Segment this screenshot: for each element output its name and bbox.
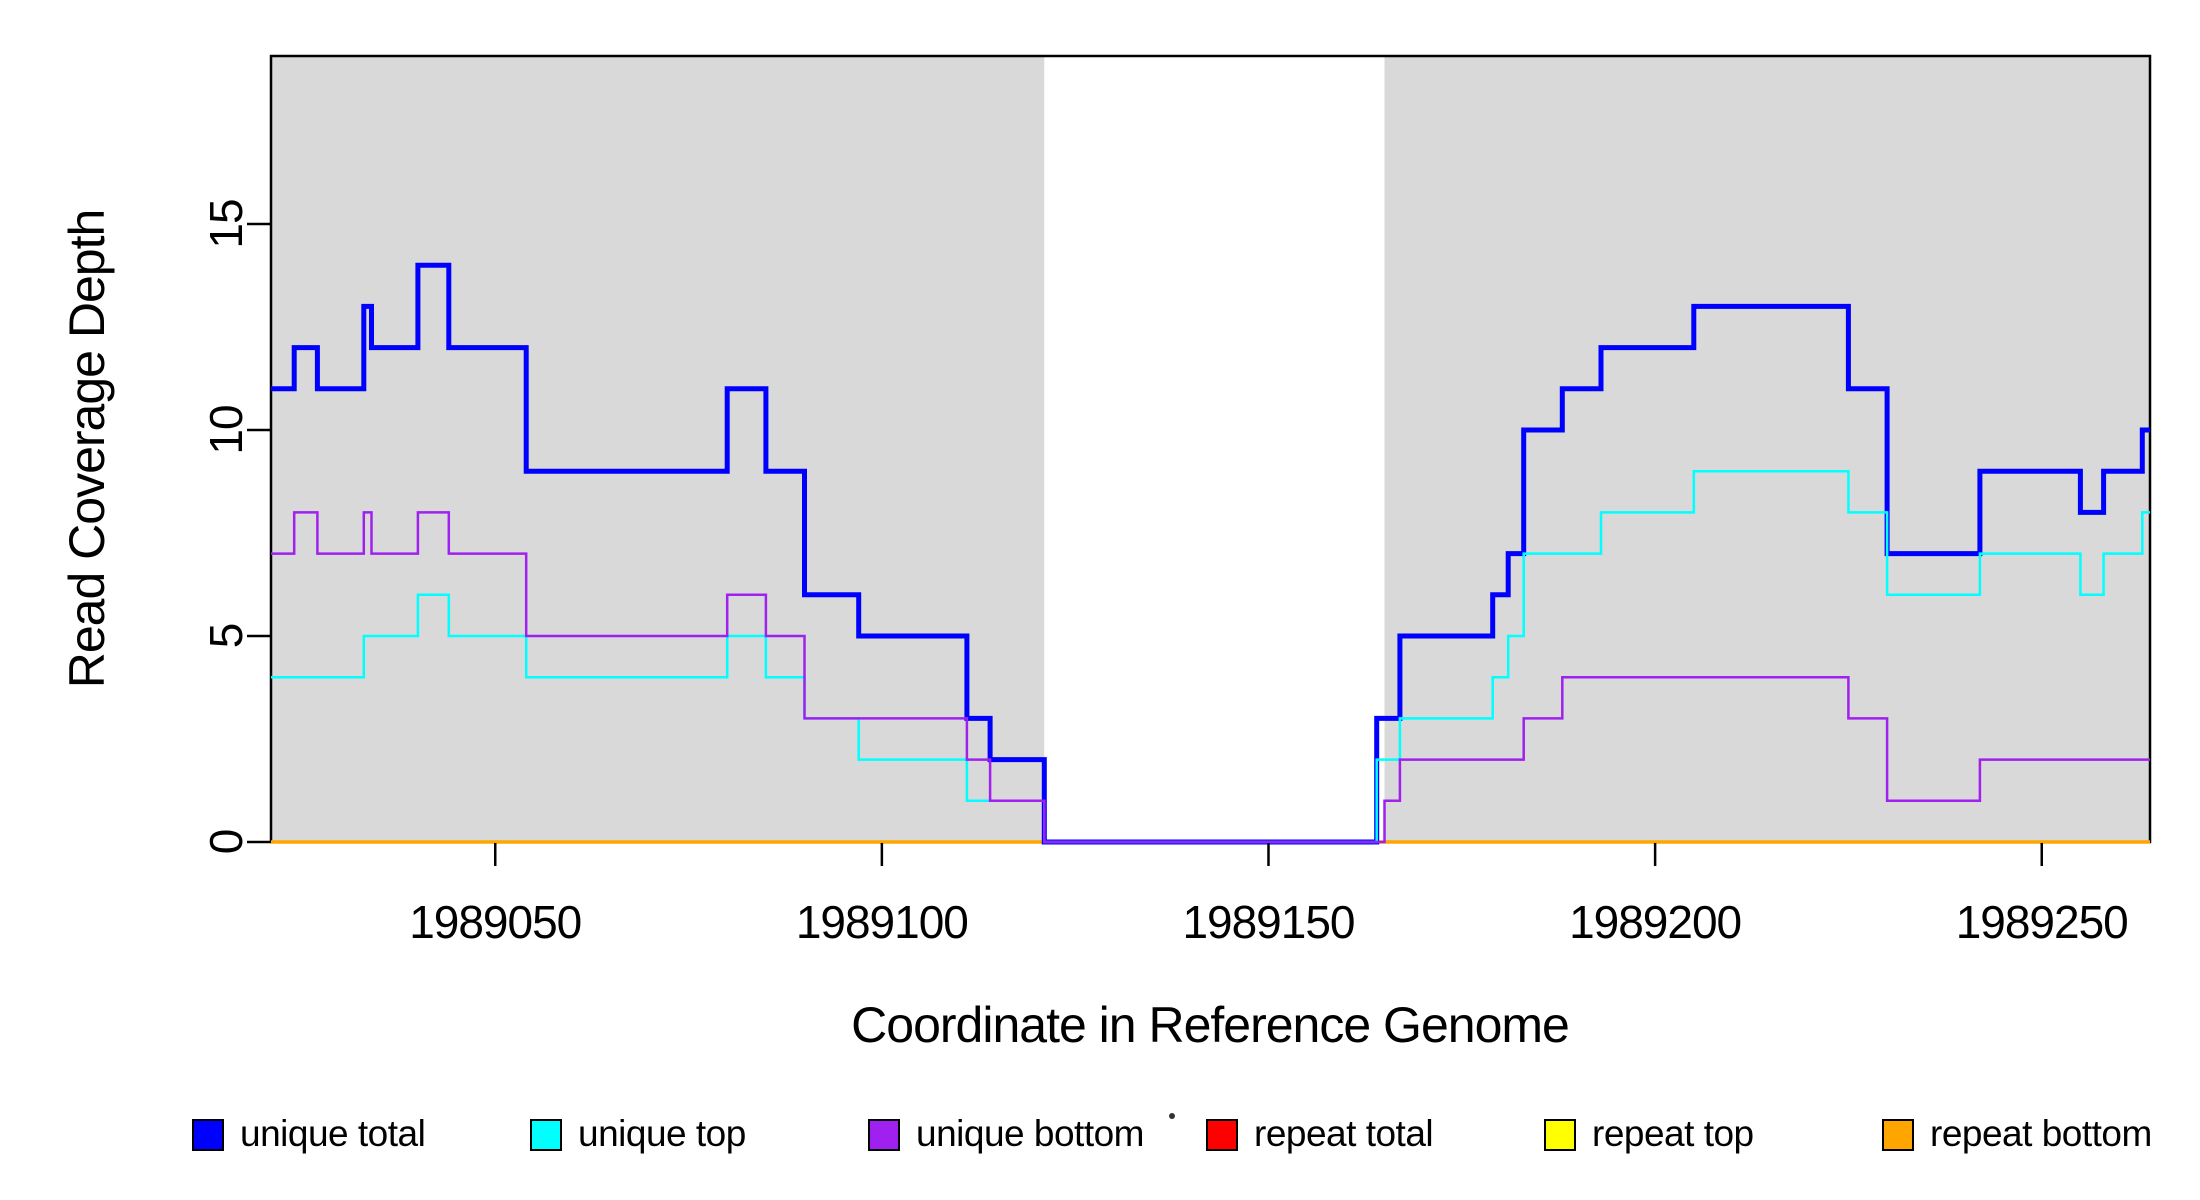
legend-swatch-repeat-bottom: [1882, 1119, 1914, 1151]
y-tick-label: 5: [200, 624, 252, 649]
legend-item-repeat-bottom: repeat bottom: [1882, 1113, 2152, 1154]
y-tick-label: 15: [200, 199, 252, 248]
legend-item-repeat-top: repeat top: [1544, 1113, 1754, 1154]
shaded-region: [271, 56, 1045, 842]
series-unique-top-line: [271, 469, 2150, 844]
y-tick-label: 0: [200, 830, 252, 855]
shaded-region-layer: [271, 56, 2150, 842]
y-axis-title: Read Coverage Depth: [59, 210, 115, 689]
x-tick-label: 1989100: [796, 896, 968, 948]
x-axis: 1989050 1989100 1989150 1989200 1989250: [409, 843, 2129, 948]
legend-swatch-unique-total: [192, 1119, 224, 1151]
legend-item-unique-top: unique top: [530, 1113, 746, 1154]
stray-dot-mark: [1169, 1113, 1175, 1119]
series-unique-bottom-line: [271, 511, 2150, 844]
legend-label: repeat total: [1254, 1113, 1433, 1154]
legend: unique total unique top unique bottom repea…: [192, 1113, 2152, 1154]
y-tick-label: 10: [200, 405, 252, 454]
x-axis-title: Coordinate in Reference Genome: [851, 997, 1569, 1053]
y-axis: 0 5 10 15: [200, 199, 270, 854]
x-tick-label: 1989050: [409, 896, 581, 948]
shaded-region: [1384, 56, 2150, 842]
legend-swatch-repeat-total: [1206, 1119, 1238, 1151]
legend-swatch-unique-bottom: [868, 1119, 900, 1151]
x-tick-label: 1989200: [1569, 896, 1741, 948]
legend-label: unique total: [240, 1113, 425, 1154]
x-tick-label: 1989150: [1182, 896, 1354, 948]
legend-label: unique top: [578, 1113, 746, 1154]
legend-label: repeat top: [1592, 1113, 1754, 1154]
legend-item-repeat-total: repeat total: [1206, 1113, 1434, 1154]
legend-item-unique-bottom: unique bottom: [868, 1113, 1145, 1154]
legend-label: unique bottom: [916, 1113, 1144, 1154]
series-layer: [271, 262, 2150, 845]
legend-swatch-repeat-top: [1544, 1119, 1576, 1151]
legend-item-unique-total: unique total: [192, 1113, 426, 1154]
x-tick-label: 1989250: [1956, 896, 2128, 948]
legend-label: repeat bottom: [1930, 1113, 2152, 1154]
legend-swatch-unique-top: [530, 1119, 562, 1151]
